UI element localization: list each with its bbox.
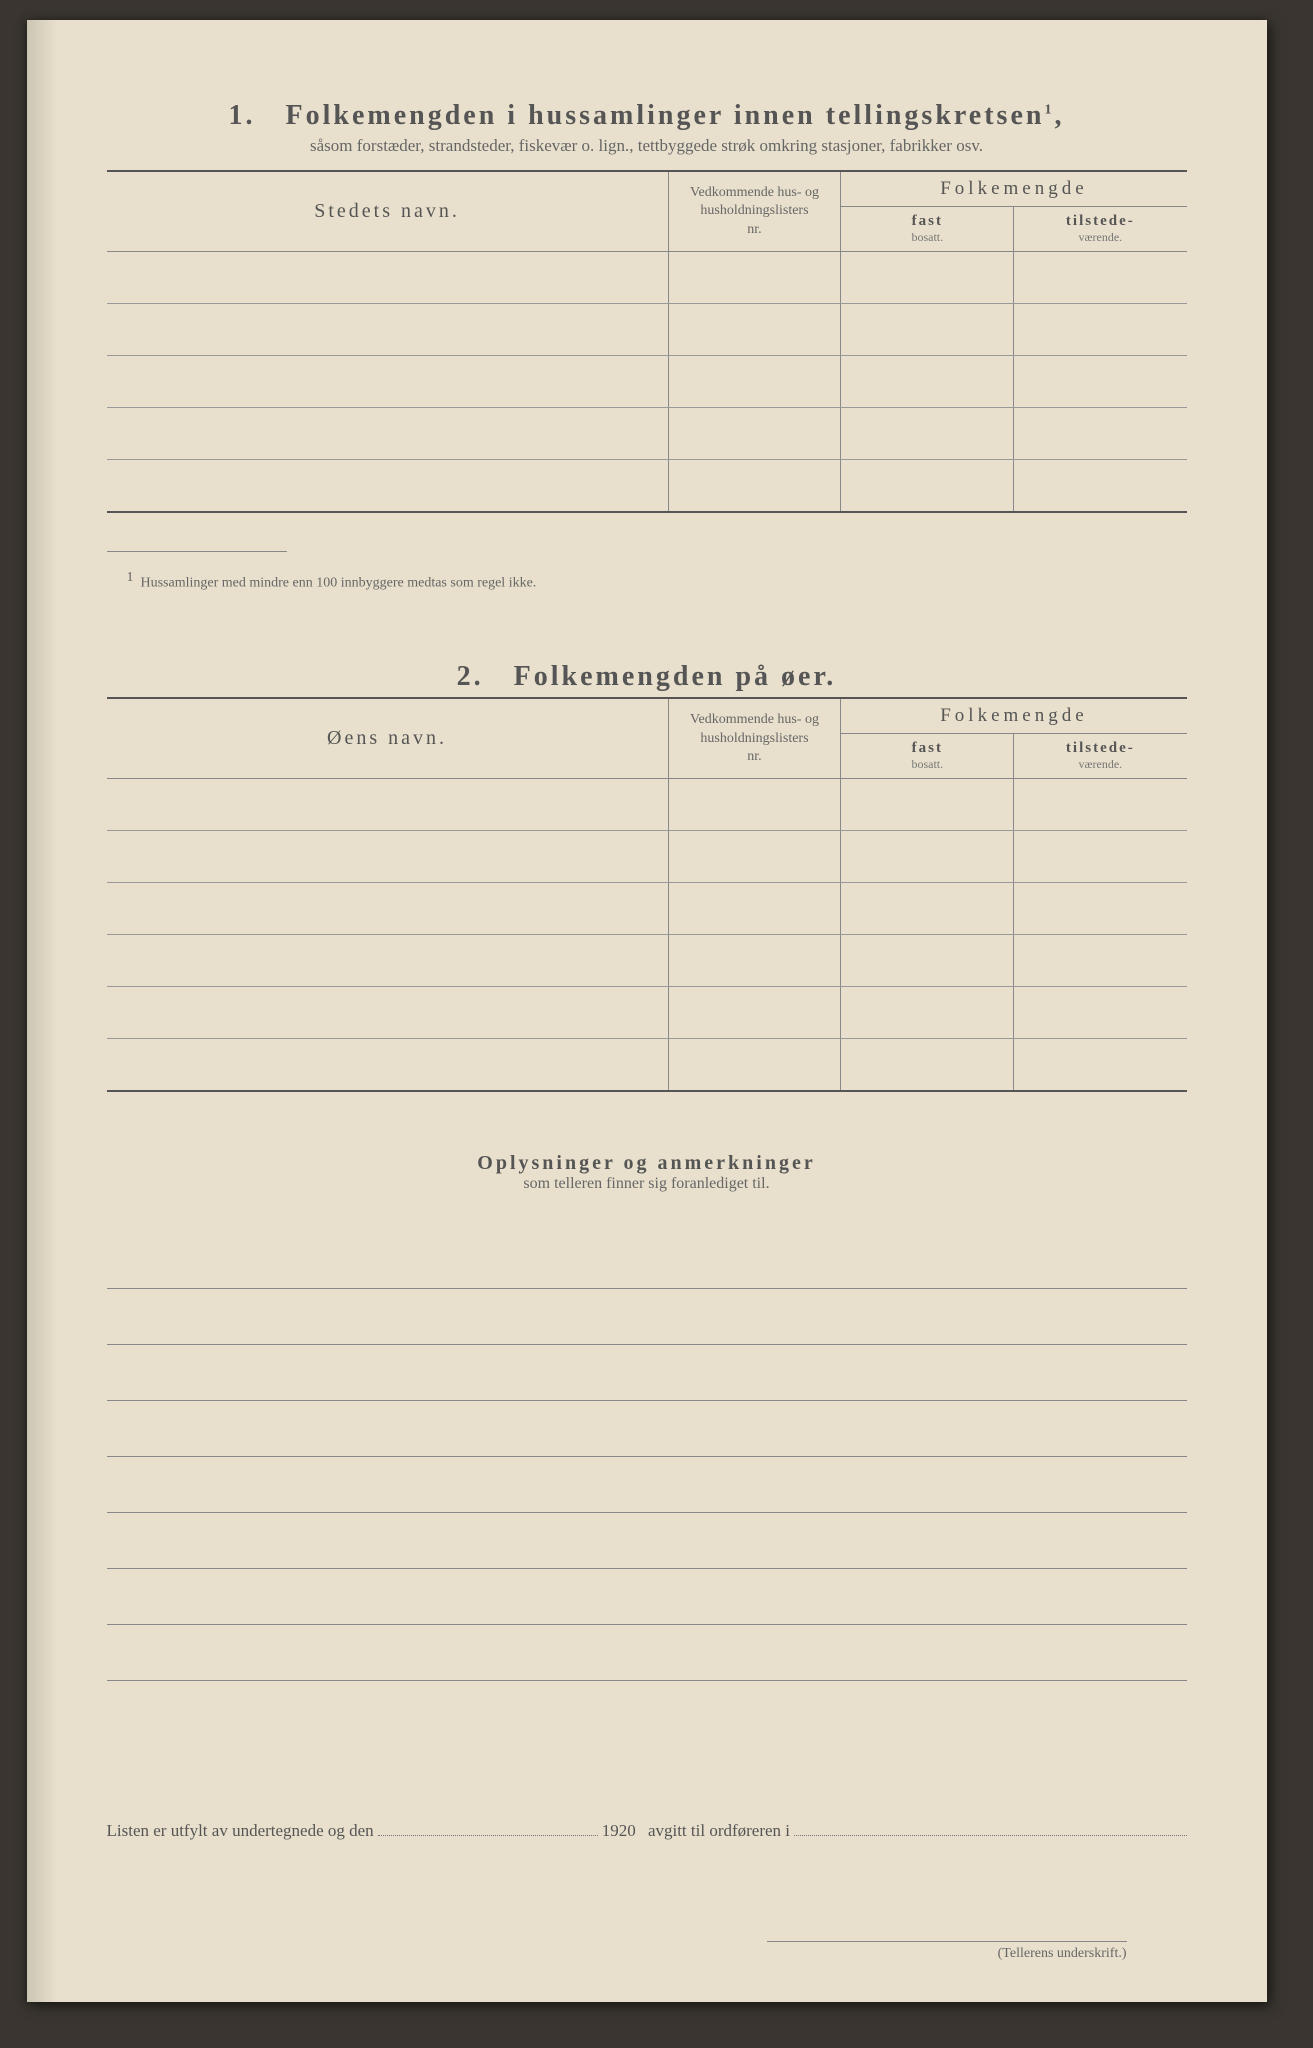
footnote: 1 Hussamlinger med mindre enn 100 innbyg… (127, 570, 1187, 592)
table-row (107, 356, 1187, 408)
declaration-pre: Listen er utfylt av undertegnede og den (107, 1821, 374, 1841)
col-oens-navn: Øens navn. (107, 698, 669, 779)
table-row (107, 935, 1187, 987)
col-vedkommende-2: Vedkommende hus- og husholdningslisters … (668, 698, 841, 779)
remarks-section: Oplysninger og anmerkninger som telleren… (107, 1152, 1187, 1681)
table-1-body (107, 252, 1187, 512)
footnote-rule (107, 551, 287, 552)
remarks-title: Oplysninger og anmerkninger (107, 1152, 1187, 1175)
writing-line (107, 1401, 1187, 1457)
table-2: Øens navn. Vedkommende hus- og husholdni… (107, 697, 1187, 1092)
date-blank (378, 1822, 598, 1836)
signature-label: (Tellerens underskrift.) (107, 1946, 1127, 1962)
col-tilstede: tilstede- værende. (1014, 207, 1187, 252)
col-folkemengde-2: Folkemengde (841, 698, 1187, 734)
section-1-subtitle: såsom forstæder, strandsteder, fiskevær … (107, 136, 1187, 156)
writing-line (107, 1289, 1187, 1345)
document-page: 1. Folkemengden i hussamlinger innen tel… (27, 20, 1267, 2002)
section-1-title-line: 1. Folkemengden i hussamlinger innen tel… (107, 100, 1187, 132)
section-2-number: 2. (457, 661, 484, 692)
writing-line (107, 1345, 1187, 1401)
section-2-title-line: 2. Folkemengden på øer. (107, 661, 1187, 693)
col-fast-2: fast bosatt. (841, 734, 1014, 779)
remarks-subtitle: som telleren finner sig foranlediget til… (107, 1175, 1187, 1193)
section-1-number: 1. (229, 100, 256, 131)
writing-line (107, 1233, 1187, 1289)
col-stedets-navn: Stedets navn. (107, 171, 669, 252)
table-row (107, 779, 1187, 831)
col-tilstede-2: tilstede- værende. (1014, 734, 1187, 779)
table-row (107, 1039, 1187, 1091)
col-folkemengde: Folkemengde (841, 171, 1187, 207)
section-2-title: Folkemengden på øer. (514, 661, 837, 692)
section-1-sup: 1 (1044, 103, 1054, 118)
declaration-line: Listen er utfylt av undertegnede og den … (107, 1821, 1187, 1841)
table-row (107, 304, 1187, 356)
signature-area: (Tellerens underskrift.) (107, 1941, 1187, 1962)
ordforer-blank (794, 1822, 1186, 1836)
writing-line (107, 1625, 1187, 1681)
table-2-body (107, 779, 1187, 1091)
table-row (107, 987, 1187, 1039)
writing-lines (107, 1233, 1187, 1681)
table-1: Stedets navn. Vedkommende hus- og hushol… (107, 170, 1187, 513)
col-fast: fast bosatt. (841, 207, 1014, 252)
section-1: 1. Folkemengden i hussamlinger innen tel… (107, 100, 1187, 591)
declaration-year: 1920 (602, 1821, 636, 1841)
writing-line (107, 1457, 1187, 1513)
table-row (107, 252, 1187, 304)
section-1-title: Folkemengden i hussamlinger innen tellin… (286, 100, 1045, 131)
table-row (107, 408, 1187, 460)
col-vedkommende: Vedkommende hus- og husholdningslisters … (668, 171, 841, 252)
declaration-post: avgitt til ordføreren i (648, 1821, 790, 1841)
section-2: 2. Folkemengden på øer. Øens navn. Vedko… (107, 661, 1187, 1092)
signature-rule (767, 1941, 1127, 1942)
table-row (107, 460, 1187, 512)
table-row (107, 831, 1187, 883)
writing-line (107, 1513, 1187, 1569)
writing-line (107, 1569, 1187, 1625)
table-row (107, 883, 1187, 935)
